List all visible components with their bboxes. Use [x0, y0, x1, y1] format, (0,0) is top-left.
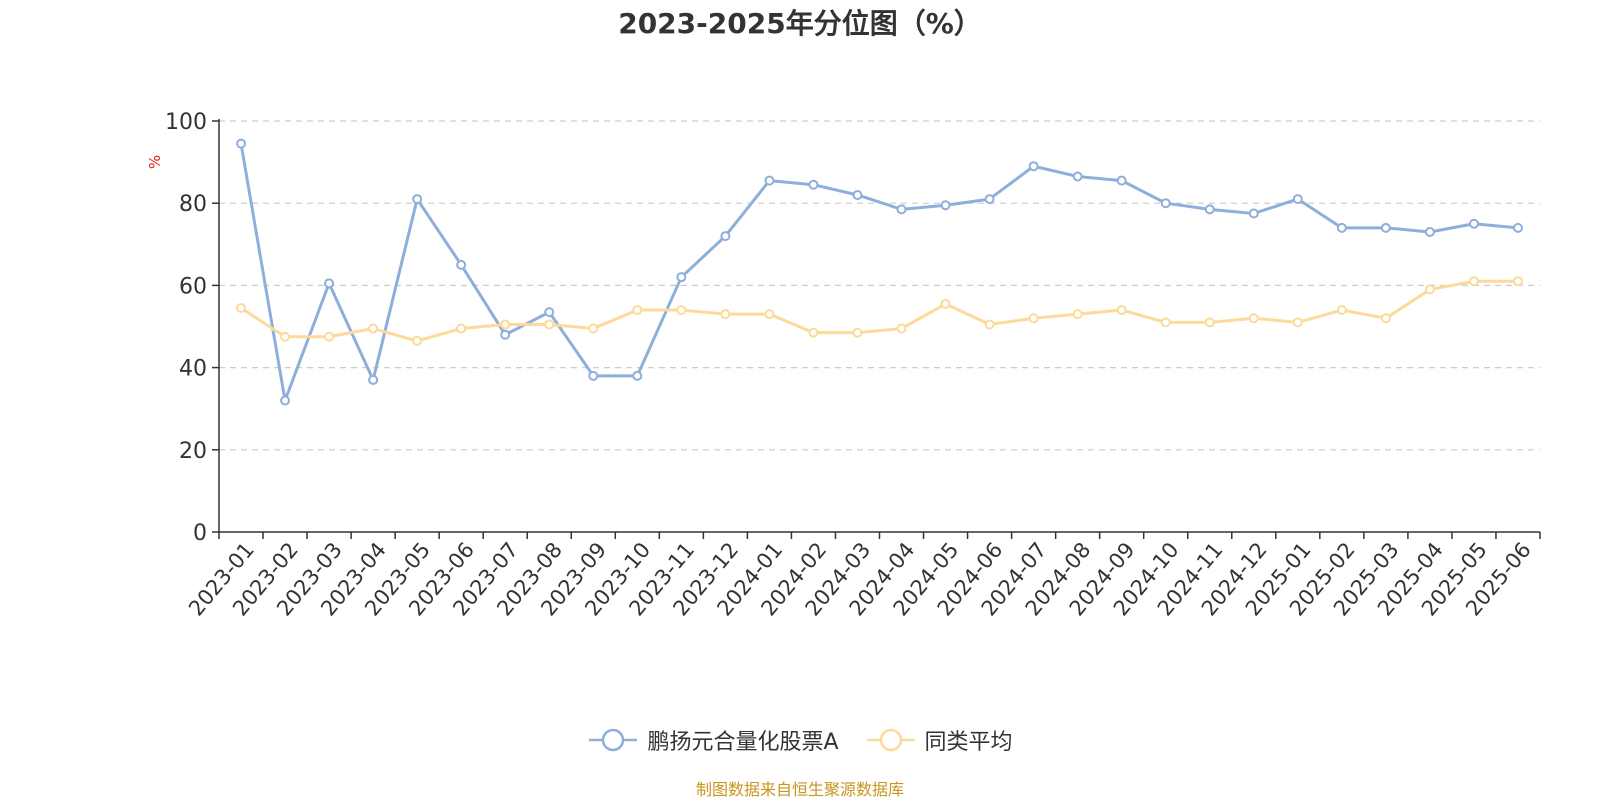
- series-2-point: [368, 323, 379, 334]
- source-note: 制图数据来自恒生聚源数据库: [695, 780, 904, 799]
- series-1-point: [1424, 226, 1435, 237]
- series-1-point: [1116, 175, 1127, 186]
- series-2-point: [412, 335, 423, 346]
- series-1-point: [324, 278, 335, 289]
- series-line-2: [240, 279, 1518, 343]
- y-tick-label: 20: [179, 439, 207, 464]
- series-1-point: [588, 370, 599, 381]
- series-1-point: [280, 395, 291, 406]
- series-2-point: [1468, 276, 1479, 287]
- series-2-point: [940, 298, 951, 309]
- series-2-point: [324, 331, 335, 342]
- series-1-point: [500, 329, 511, 340]
- series-1-point: [1380, 222, 1391, 233]
- legend-label: 鹏扬元合量化股票A: [647, 730, 839, 755]
- series-2-point: [896, 323, 907, 334]
- series-2-point: [456, 323, 467, 334]
- series-2-point: [632, 305, 643, 316]
- series-1-point: [456, 259, 467, 270]
- series-1-point: [1248, 208, 1259, 219]
- legend-marker-icon: [866, 728, 915, 752]
- series-2-point: [500, 319, 511, 330]
- chart-title: 2023-2025年分位图（%）: [618, 7, 982, 40]
- series-1-point: [852, 189, 863, 200]
- series-2-point: [1248, 313, 1259, 324]
- series-1-point: [896, 204, 907, 215]
- series-1-point: [1072, 171, 1083, 182]
- axis-layer: 0204060801002023-012023-022023-032023-04…: [165, 110, 1541, 620]
- series-2-point: [588, 323, 599, 334]
- series-1-point: [764, 175, 775, 186]
- series-1-point: [1512, 222, 1523, 233]
- series-2-point: [1116, 305, 1127, 316]
- series-layer: [236, 138, 1523, 406]
- series-2-point: [852, 327, 863, 338]
- series-1-point: [368, 374, 379, 385]
- series-2-point: [236, 303, 247, 314]
- series-1-point: [1160, 198, 1171, 209]
- grid-layer: [219, 120, 1540, 451]
- series-2-point: [720, 309, 731, 320]
- series-1-point: [720, 231, 731, 242]
- y-tick-label: 0: [193, 521, 207, 546]
- series-2-point: [764, 309, 775, 320]
- series-2-point: [676, 305, 687, 316]
- series-2-point: [1336, 305, 1347, 316]
- legend-label: 同类平均: [924, 730, 1013, 755]
- series-2-point: [1380, 313, 1391, 324]
- legend: 鹏扬元合量化股票A 同类平均: [0, 722, 1600, 758]
- series-1-point: [1336, 222, 1347, 233]
- series-2-point: [280, 331, 291, 342]
- series-2-point: [1424, 284, 1435, 295]
- series-2-point: [984, 319, 995, 330]
- y-tick-label: 60: [179, 274, 207, 299]
- series-1-point: [632, 370, 643, 381]
- series-2-point: [544, 319, 555, 330]
- series-1-point: [1204, 204, 1215, 215]
- series-1-point: [236, 138, 247, 149]
- legend-marker-icon: [589, 728, 638, 752]
- y-tick-label: 100: [165, 110, 207, 135]
- series-2-point: [808, 327, 819, 338]
- series-1-point: [1028, 161, 1039, 172]
- series-1-point: [676, 272, 687, 283]
- series-1-point: [808, 179, 819, 190]
- series-1-point: [1292, 194, 1303, 205]
- series-2-point: [1204, 317, 1215, 328]
- series-2-point: [1292, 317, 1303, 328]
- series-1-point: [544, 307, 555, 318]
- y-tick-label: 40: [179, 357, 207, 382]
- series-1-point: [412, 194, 423, 205]
- series-1-point: [984, 194, 995, 205]
- series-1-point: [1468, 218, 1479, 229]
- series-2-point: [1072, 309, 1083, 320]
- legend-item-2[interactable]: 同类平均: [865, 724, 1013, 756]
- series-1-point: [940, 200, 951, 211]
- series-2-point: [1512, 276, 1523, 287]
- legend-item-1[interactable]: 鹏扬元合量化股票A: [587, 724, 839, 756]
- y-axis-unit-label: %: [146, 155, 164, 169]
- series-2-point: [1160, 317, 1171, 328]
- series-line-1: [239, 143, 1519, 402]
- series-2-point: [1028, 313, 1039, 324]
- y-tick-label: 80: [179, 192, 207, 217]
